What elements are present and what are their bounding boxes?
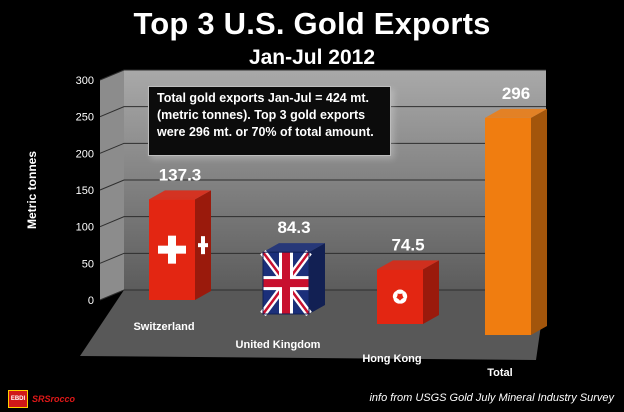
bar-top bbox=[377, 260, 439, 270]
y-axis-label: Metric tonnes bbox=[25, 151, 39, 229]
gridline bbox=[99, 216, 546, 228]
bar bbox=[485, 108, 547, 335]
bar-front bbox=[485, 117, 531, 335]
annotation-box: Total gold exports Jan-Jul = 424 mt. (me… bbox=[148, 86, 391, 156]
logo-badge: EBDI bbox=[8, 390, 28, 408]
source-note: info from USGS Gold July Mineral Industr… bbox=[369, 392, 614, 404]
bar-top bbox=[263, 243, 325, 253]
bauhinia-icon bbox=[402, 291, 408, 300]
bar bbox=[149, 190, 211, 300]
swiss-cross-icon bbox=[158, 245, 186, 254]
axis-labels: 0 50 100 150 200 250 300 Metric tonnes 137.3 Swit… bbox=[25, 75, 530, 379]
x-category-label: Hong Kong bbox=[362, 353, 421, 365]
gridline bbox=[99, 69, 546, 81]
bar-side bbox=[309, 243, 325, 314]
bars bbox=[149, 108, 547, 335]
bar-side bbox=[531, 108, 547, 335]
gridline bbox=[99, 179, 546, 191]
data-label: 296 bbox=[502, 84, 530, 103]
data-label: 84.3 bbox=[277, 218, 310, 237]
bar-top bbox=[485, 108, 547, 118]
swiss-cross-icon bbox=[198, 243, 208, 248]
y-tick-label: 100 bbox=[76, 222, 94, 234]
bar bbox=[260, 243, 325, 317]
bauhinia-icon bbox=[393, 297, 401, 304]
bar-top bbox=[149, 190, 211, 200]
union-jack-icon bbox=[263, 279, 309, 288]
y-tick-label: 300 bbox=[76, 75, 94, 87]
bar-front bbox=[377, 269, 423, 324]
y-tick-label: 0 bbox=[88, 295, 94, 307]
x-category-label: Switzerland bbox=[133, 321, 194, 333]
gridline bbox=[99, 142, 546, 154]
y-tick-label: 50 bbox=[82, 258, 94, 270]
x-category-label: Total bbox=[487, 367, 512, 379]
bauhinia-icon bbox=[396, 289, 404, 294]
logo: EBDI SRSrocco bbox=[8, 390, 75, 408]
bauhinia-icon bbox=[399, 297, 407, 304]
bar-side bbox=[423, 260, 439, 324]
x-category-label: United Kingdom bbox=[236, 339, 321, 351]
chart-subtitle: Jan-Jul 2012 bbox=[248, 46, 376, 69]
y-tick-label: 250 bbox=[76, 112, 94, 124]
y-tick-label: 150 bbox=[76, 185, 94, 197]
gridline bbox=[99, 252, 546, 264]
data-label: 137.3 bbox=[159, 165, 202, 184]
data-label: 74.5 bbox=[391, 235, 424, 254]
y-tick-label: 200 bbox=[76, 148, 94, 160]
bar bbox=[377, 260, 439, 324]
union-jack-icon bbox=[262, 251, 310, 315]
bauhinia-icon bbox=[392, 291, 398, 300]
logo-text: SRSrocco bbox=[32, 394, 76, 404]
chart-title: Top 3 U.S. Gold Exports bbox=[133, 6, 491, 41]
gridline bbox=[99, 106, 546, 118]
